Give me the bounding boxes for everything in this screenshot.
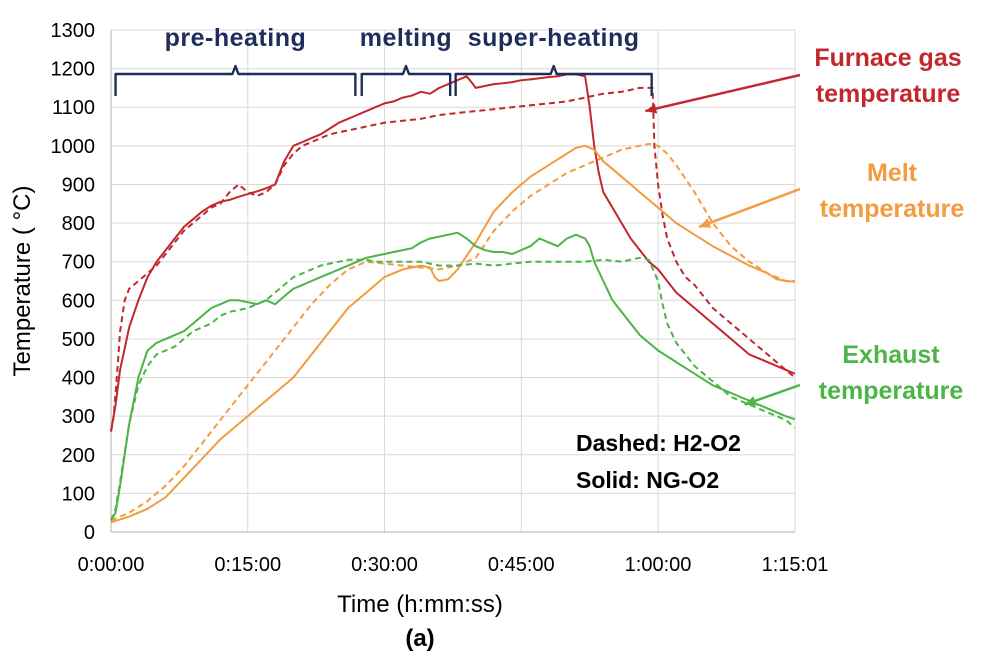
y-tick-label: 800 [62,213,95,235]
x-tick-label: 1:15:01 [762,554,829,576]
phase-label: melting [360,24,452,52]
phase-bracket [454,64,653,96]
legend-note-dashed: Dashed: H2-O2 [576,430,741,456]
annotation-exhaust-text: Exhaust [842,341,940,369]
y-tick-label: 1200 [51,59,96,81]
grid [111,29,796,532]
phase-brackets: pre-heating melting super-heating [114,24,653,96]
y-tick-label: 1100 [52,97,95,119]
y-tick-label: 700 [62,252,95,274]
series-melt-solid [110,144,795,524]
annotation-exhaust-arrowhead [744,396,757,406]
phase-label: super-heating [468,24,640,52]
annotation-melt-arrowhead [699,218,712,228]
y-tick-label: 900 [62,174,95,196]
y-tick-label: 1000 [51,136,96,158]
series-annotations: Furnace gas temperature Melt temperature Exh… [645,44,964,406]
phase-label: pre-heating [165,24,307,52]
x-tick-label: 0:00:00 [78,554,145,576]
y-tick-label: 200 [62,445,95,467]
annotation-furnace-arrowhead [645,103,658,114]
series-exhaust-solid [110,231,796,521]
annotation-furnace-text: Furnace gas [814,44,961,72]
figure-caption: (a) [405,625,434,652]
x-tick-label: 0:45:00 [488,554,555,576]
series-exhaust-dashed [110,256,796,521]
axes [110,30,795,533]
y-tick-label: 0 [84,522,95,544]
series-furnace-dashed [110,86,796,432]
x-tick-label: 0:15:00 [214,554,281,576]
annotation-furnace-text: temperature [816,80,961,108]
y-axis-title: Temperature ( °C) [9,186,36,377]
annotation-exhaust-text: temperature [819,377,964,405]
legend-note-solid: Solid: NG-O2 [576,467,719,493]
x-tick-label: 0:30:00 [351,554,418,576]
series-melt-dashed [110,142,795,522]
series-lines [110,73,796,524]
phase-bracket [114,64,357,96]
y-tick-label: 400 [62,368,95,390]
y-tick-label: 100 [62,483,95,505]
annotation-furnace-arrow [645,73,801,113]
y-tick-label: 500 [62,329,95,351]
annotation-melt-text: Melt [867,159,918,187]
annotation-melt-arrow [698,187,801,229]
x-tick-labels: 0:00:00 0:15:00 0:30:00 0:45:00 1:00:00 1:15:… [78,554,829,576]
y-tick-labels: 0 100 200 300 400 500 600 700 800 900 1000 1100 1200… [51,20,96,544]
phase-bracket [360,64,452,96]
y-tick-label: 1300 [51,20,96,42]
y-tick-label: 300 [62,406,95,428]
x-tick-label: 1:00:00 [625,554,692,576]
x-axis-title: Time (h:mm:ss) [337,591,503,618]
annotation-melt-text: temperature [820,195,965,223]
y-tick-label: 600 [62,290,95,312]
